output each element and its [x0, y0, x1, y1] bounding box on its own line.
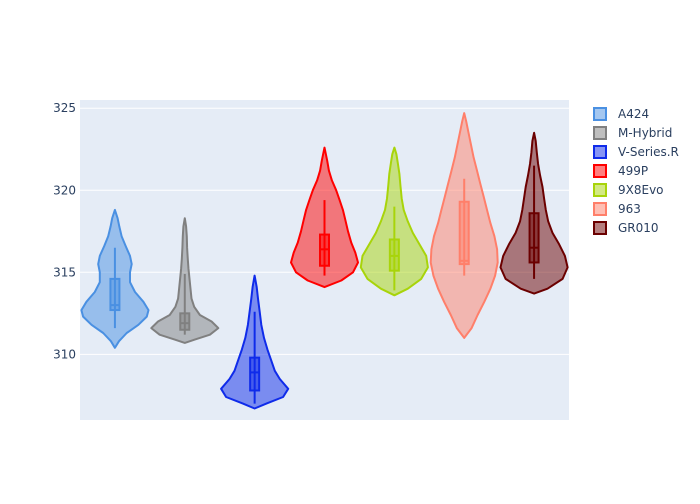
legend-label: 963 [618, 202, 641, 216]
violin-963 [429, 112, 499, 339]
y-tick-labels: 310 315 320 325 [53, 101, 76, 361]
legend-item-V-Series.R[interactable]: V-Series.R [593, 145, 679, 159]
legend-swatch [593, 183, 607, 197]
legend-item-A424[interactable]: A424 [593, 107, 649, 121]
y-tick-label: 315 [53, 265, 76, 279]
violins [80, 112, 569, 410]
legend-item-499P[interactable]: 499P [593, 164, 648, 178]
legend-item-9X8Evo[interactable]: 9X8Evo [593, 183, 664, 197]
legend-label: 499P [618, 164, 648, 178]
violin-GR010 [499, 131, 569, 295]
legend-item-963[interactable]: 963 [593, 202, 641, 216]
legend-item-GR010[interactable]: GR010 [593, 221, 659, 235]
y-tick-label: 320 [53, 183, 76, 197]
violin-A424 [80, 208, 150, 349]
violin-M-Hybrid [150, 217, 220, 344]
legend-swatch [593, 145, 607, 159]
legend-swatch [593, 107, 607, 121]
legend-label: A424 [618, 107, 649, 121]
legend-label: M-Hybrid [618, 126, 672, 140]
violin-499P [290, 146, 359, 289]
violin-box [528, 212, 540, 264]
legend-swatch [593, 126, 607, 140]
y-tick-label: 325 [53, 101, 76, 115]
violin-V-Series.R [220, 274, 290, 410]
violin-box [249, 356, 261, 392]
violin-9X8Evo [359, 146, 429, 297]
legend[interactable]: A424 M-Hybrid V-Series.R 499P 9X8Evo 963 GR010 [593, 107, 679, 235]
violin-box [109, 277, 121, 312]
violin-box [179, 312, 191, 331]
legend-swatch [593, 202, 607, 216]
legend-item-M-Hybrid[interactable]: M-Hybrid [593, 126, 672, 140]
legend-swatch [593, 164, 607, 178]
violin-box [458, 200, 470, 266]
legend-swatch [593, 221, 607, 235]
y-tick-label: 310 [53, 347, 76, 361]
legend-label: GR010 [618, 221, 659, 235]
legend-label: 9X8Evo [618, 183, 664, 197]
legend-label: V-Series.R [618, 145, 679, 159]
